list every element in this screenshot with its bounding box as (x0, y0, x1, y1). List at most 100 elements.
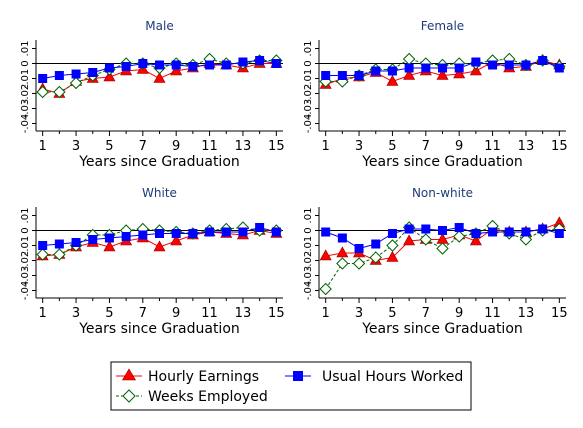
x-tick-label: 13 (235, 306, 252, 321)
y-tick-label: -.02 (20, 84, 31, 104)
data-point-square (238, 227, 248, 237)
data-point-square (404, 224, 414, 234)
data-point-square (438, 63, 447, 73)
data-point-square (38, 74, 48, 83)
panel-title: Female (421, 19, 464, 33)
panel-non-white: Non-white.010-.01-.02-.03-.041 3 5 7 9 11 13 15… (303, 186, 568, 337)
data-point-triangle (103, 70, 116, 82)
x-tick-label: 3 (355, 139, 363, 154)
x-tick-label: 1 (39, 306, 47, 321)
data-point-square (454, 63, 464, 73)
data-point-square (538, 224, 548, 234)
data-point-diamond (53, 85, 66, 99)
x-tick-label: 9 (172, 306, 180, 321)
data-point-diamond (436, 242, 449, 255)
data-point-triangle (469, 234, 482, 246)
data-point-square (54, 239, 64, 249)
data-point-square (121, 62, 131, 71)
data-point-square (354, 71, 364, 80)
x-tick-label: 9 (172, 139, 180, 154)
plot-area (36, 44, 283, 131)
x-axis-title: Years since Graduation (361, 154, 523, 170)
x-tick-label: 11 (201, 139, 218, 154)
data-point-diamond (53, 248, 66, 261)
legend-label-usual-hours: Usual Hours Worked (322, 369, 463, 385)
y-tick-label: .01 (20, 41, 31, 57)
y-tick-label: -.03 (303, 99, 314, 119)
data-point-square (521, 227, 531, 237)
x-tick-label: 5 (105, 139, 113, 154)
plot-area (319, 44, 566, 131)
y-tick-label: -.03 (303, 266, 314, 286)
y-tick-label: -.04 (20, 114, 31, 134)
x-tick-label: 11 (484, 139, 501, 154)
x-tick-label: 1 (322, 306, 330, 321)
x-tick-label: 3 (72, 139, 80, 154)
data-point-diamond (336, 257, 349, 270)
data-point-triangle (386, 74, 399, 86)
y-tick-label: 0 (20, 60, 31, 66)
data-point-diamond (69, 76, 83, 90)
data-point-square (538, 56, 548, 65)
data-point-square (471, 229, 481, 238)
x-tick-label: 3 (72, 306, 80, 321)
data-point-square (188, 229, 198, 238)
data-point-triangle (103, 240, 116, 252)
data-point-square (504, 60, 514, 70)
plot-area (36, 211, 283, 298)
data-point-square (171, 229, 181, 238)
x-tick-label: 7 (139, 139, 147, 154)
data-point-triangle (336, 246, 349, 258)
x-tick-label: 7 (422, 306, 430, 321)
y-tick-label: .01 (303, 208, 314, 224)
y-tick-label: -.02 (303, 251, 314, 271)
series-usual-hours-worked (38, 223, 281, 250)
panel-male: Male.010-.01-.02-.03-.041 3 5 7 9 11 13 15Years… (20, 19, 285, 170)
data-point-square (71, 69, 81, 79)
data-point-square (138, 59, 148, 68)
legend-marker-usual-hours (293, 371, 303, 381)
x-tick-label: 9 (455, 306, 463, 321)
data-point-triangle (386, 250, 399, 262)
data-point-triangle (436, 68, 449, 80)
data-point-square (238, 57, 248, 67)
y-tick-label: -.02 (20, 251, 31, 271)
data-point-square (138, 230, 148, 240)
data-point-square (221, 60, 231, 70)
panel-female: Female.010-.01-.02-.03-.041 3 5 7 9 11 13 15Yea… (303, 19, 568, 170)
y-tick-label: -.04 (20, 281, 31, 301)
data-point-square (155, 60, 164, 70)
x-tick-label: 11 (201, 306, 218, 321)
x-tick-label: 5 (388, 306, 396, 321)
data-point-diamond (452, 230, 466, 243)
x-axis-title: Years since Graduation (78, 321, 240, 337)
data-point-square (554, 63, 564, 73)
data-point-square (387, 229, 397, 238)
data-point-diamond (419, 233, 433, 246)
x-tick-label: 15 (268, 306, 285, 321)
y-tick-label: 0 (303, 60, 314, 66)
data-point-square (88, 235, 98, 244)
data-point-square (337, 71, 347, 80)
legend-label-weeks-employed: Weeks Employed (148, 389, 268, 405)
data-point-triangle (153, 240, 166, 252)
x-tick-label: 15 (268, 139, 285, 154)
data-point-triangle (319, 249, 332, 261)
x-tick-label: 13 (518, 139, 535, 154)
data-point-diamond (386, 239, 399, 252)
data-point-triangle (170, 64, 183, 76)
series-usual-hours-worked (38, 56, 281, 83)
y-tick-label: -.02 (303, 84, 314, 104)
data-point-square (321, 71, 331, 80)
y-tick-label: 0 (303, 227, 314, 233)
data-point-diamond (36, 248, 49, 261)
data-point-square (504, 227, 514, 237)
y-tick-label: -.01 (303, 236, 314, 256)
data-point-diamond (352, 257, 366, 270)
y-tick-label: .01 (303, 41, 314, 57)
data-point-square (454, 223, 464, 232)
panels: Male.010-.01-.02-.03-.041 3 5 7 9 11 13 15Years… (20, 19, 568, 337)
data-point-square (421, 63, 431, 73)
y-tick-label: -.01 (20, 236, 31, 256)
